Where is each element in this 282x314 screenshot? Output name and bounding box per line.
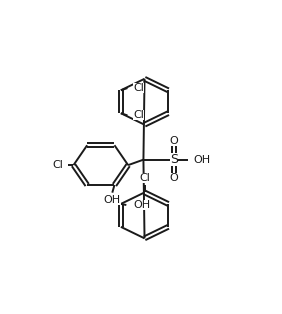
Text: O: O <box>170 173 179 183</box>
Text: OH: OH <box>194 155 211 165</box>
Text: OH: OH <box>104 195 121 205</box>
Text: Cl: Cl <box>53 160 64 170</box>
Text: Cl: Cl <box>133 83 144 93</box>
Text: Cl: Cl <box>133 111 144 120</box>
Text: O: O <box>170 136 179 146</box>
Text: S: S <box>170 153 178 166</box>
Text: OH: OH <box>133 200 150 210</box>
Text: Cl: Cl <box>139 173 150 183</box>
